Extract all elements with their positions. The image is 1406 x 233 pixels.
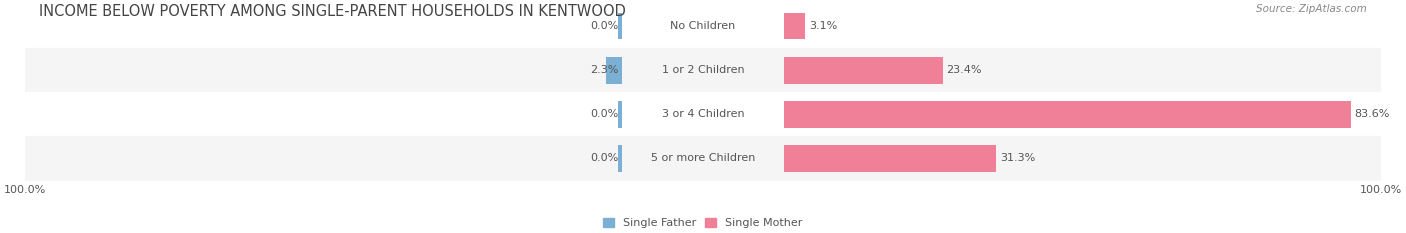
Legend: Single Father, Single Mother: Single Father, Single Mother xyxy=(603,218,803,228)
Text: 0.0%: 0.0% xyxy=(591,154,619,164)
Text: 23.4%: 23.4% xyxy=(946,65,981,75)
Text: 0.0%: 0.0% xyxy=(591,21,619,31)
Text: INCOME BELOW POVERTY AMONG SINGLE-PARENT HOUSEHOLDS IN KENTWOOD: INCOME BELOW POVERTY AMONG SINGLE-PARENT… xyxy=(39,4,626,19)
Text: 5 or more Children: 5 or more Children xyxy=(651,154,755,164)
Text: 1 or 2 Children: 1 or 2 Children xyxy=(662,65,744,75)
Bar xyxy=(606,57,621,84)
Bar xyxy=(619,13,621,39)
Bar xyxy=(785,57,943,84)
Bar xyxy=(785,145,997,172)
Bar xyxy=(619,145,621,172)
Text: 83.6%: 83.6% xyxy=(1354,110,1389,119)
Text: 2.3%: 2.3% xyxy=(591,65,619,75)
Bar xyxy=(785,101,1351,128)
Bar xyxy=(25,137,1381,181)
Text: 0.0%: 0.0% xyxy=(591,110,619,119)
Bar xyxy=(619,101,621,128)
Bar xyxy=(785,13,806,39)
Text: 31.3%: 31.3% xyxy=(1000,154,1035,164)
Text: 3 or 4 Children: 3 or 4 Children xyxy=(662,110,744,119)
Text: Source: ZipAtlas.com: Source: ZipAtlas.com xyxy=(1257,4,1367,14)
Text: 3.1%: 3.1% xyxy=(808,21,837,31)
Bar xyxy=(25,48,1381,92)
Bar xyxy=(25,92,1381,137)
Bar xyxy=(25,4,1381,48)
Text: No Children: No Children xyxy=(671,21,735,31)
